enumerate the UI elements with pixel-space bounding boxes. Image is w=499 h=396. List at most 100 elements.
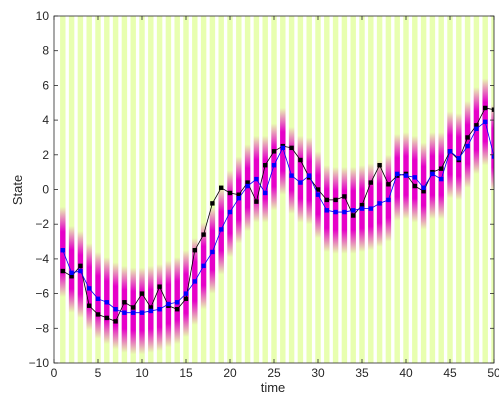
density-stripe [288,16,295,363]
density-stripe [165,16,172,363]
x-tick-label: 45 [443,366,457,380]
density-stripe [368,16,374,363]
series-1-point [166,301,171,307]
x-tick-label: 25 [267,366,281,380]
series-1-point [148,308,153,314]
series-0-point [359,202,365,208]
density-stripe [130,16,136,363]
y-tick-label: 2 [42,148,49,162]
series-0-point [122,300,127,305]
density-stripe [148,16,154,363]
series-0-point [342,194,347,199]
density-stripe [139,16,145,363]
series-0-point [78,263,83,269]
series-1-point [307,173,312,178]
series-1-point [289,173,294,178]
x-tick-label: 5 [95,366,102,380]
density-stripe [183,16,189,363]
series-0-point [139,291,145,296]
density-stripe [359,16,365,363]
series-1-point [254,176,259,182]
series-0-point [439,166,444,171]
series-0-point [289,145,294,151]
series-1-point [263,190,268,196]
x-tick-label: 50 [487,366,499,380]
density-stripe [473,16,480,363]
density-stripe [227,16,233,363]
density-stripe [376,16,383,363]
series-0-point [148,305,153,310]
density-stripe [104,16,110,363]
series-1-point [131,310,136,315]
series-1-point [236,195,241,201]
series-1-point [456,156,461,161]
y-tick-label: 0 [42,183,49,197]
y-tick-label: −8 [35,321,49,335]
series-1-point [430,171,435,177]
density-stripe [456,16,462,363]
density-stripe [112,16,119,363]
series-1-point [315,192,321,197]
y-tick-label: −2 [35,217,49,231]
density-stripe [271,16,277,363]
series-0-point [245,180,250,185]
series-0-point [421,189,426,194]
series-0-point [377,163,382,168]
series-0-point [183,296,189,302]
series-1-point [192,279,197,284]
series-0-point [298,157,303,163]
series-0-point [157,284,162,289]
series-1-point [245,183,250,189]
density-stripe [174,16,180,363]
series-0-point [201,232,206,237]
series-0-point [465,135,470,140]
density-stripe [324,16,330,363]
y-tick-label: 10 [36,9,50,23]
x-tick-label: 10 [135,366,149,380]
density-stripe [280,16,286,363]
series-1-point [377,201,382,206]
density-stripe [350,16,356,363]
series-0-point [69,274,74,279]
series-1-point [175,300,180,305]
series-1-point [210,249,215,255]
series-1-point [201,263,206,269]
series-0-point [227,190,233,196]
series-1-point [69,270,74,275]
plot-area [54,16,494,363]
series-1-point [474,126,479,131]
density-stripe [209,16,216,363]
density-stripe [200,16,207,363]
series-1-point [104,300,109,305]
series-1-point [421,185,426,190]
density-stripe [244,16,251,363]
density-stripe [464,16,471,363]
series-0-point [175,307,180,312]
series-1-point [139,310,145,315]
density-stripe [121,16,128,363]
series-1-point [157,307,162,312]
series-0-point [386,182,391,187]
series-0-point [333,197,338,203]
density-stripe [156,16,163,363]
series-1-point [271,163,277,168]
series-1-point [386,197,391,203]
x-tick-label: 35 [355,366,369,380]
density-stripe [429,16,436,363]
y-tick-label: 6 [42,78,49,92]
density-stripe [77,16,84,363]
x-tick-label: 0 [51,366,58,380]
series-0-point [351,213,356,218]
series-1-point [60,248,65,253]
density-stripe [253,16,260,363]
density-stripe [95,16,101,363]
series-1-point [298,180,303,185]
y-tick-label: −10 [29,356,50,370]
series-1-point [183,291,189,296]
series-0-point [95,312,101,317]
y-tick-label: 4 [42,113,49,127]
series-0-point [192,248,197,253]
series-1-point [359,206,365,211]
density-stripe [262,16,268,363]
series-1-point [113,307,118,312]
